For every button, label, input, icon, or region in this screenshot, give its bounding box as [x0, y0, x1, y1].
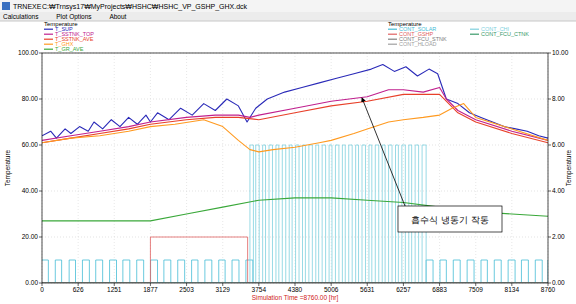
tick-mark — [39, 283, 42, 284]
x-tick-label: 3754 — [252, 286, 267, 293]
annotation-text: 흡수식 냉동기 작동 — [411, 215, 489, 225]
y2-axis-label: Temperature — [565, 149, 573, 186]
series-line — [42, 65, 548, 139]
legend-swatch — [470, 29, 479, 30]
y-tick-label: 20.00 — [22, 233, 39, 240]
menu-item[interactable]: Plot Options — [56, 13, 92, 21]
x-tick-label: 8134 — [505, 286, 520, 293]
grid-line — [78, 53, 79, 283]
y2-tick-label: 6.00 — [552, 141, 565, 148]
legend-swatch — [470, 34, 479, 35]
legend-entry: CONT_HLOAD — [399, 41, 437, 47]
y-axis-label: Temperature — [4, 149, 12, 186]
y-tick-label: 100.00 — [18, 49, 38, 56]
screen: TRNEXEC:₩Trnsys17₩MyProjects₩HSHC₩HSHC_V… — [0, 0, 576, 304]
legend-swatch — [44, 34, 53, 35]
tick-mark — [548, 237, 551, 238]
legend-entry: CONT_FCU_CTNK — [481, 31, 529, 37]
y-tick-label: 40.00 — [22, 187, 39, 194]
x-tick-label: 3129 — [216, 286, 231, 293]
x-tick-label: 4380 — [288, 286, 303, 293]
plot-frame — [42, 53, 548, 283]
annotation-box — [398, 206, 502, 232]
tick-mark — [39, 53, 42, 54]
x-tick-label: 8760 — [541, 286, 556, 293]
series-line — [42, 237, 548, 283]
legend-swatch — [44, 29, 53, 30]
legend-swatch — [44, 39, 53, 40]
y2-tick-label: 4.00 — [552, 187, 565, 194]
tick-mark — [39, 99, 42, 100]
menu-divider — [0, 21, 576, 22]
window-path: C:₩Trnsys17₩MyProjects₩HSHC₩HSHC_VP_GSHP… — [42, 3, 248, 11]
grid-line — [42, 145, 548, 146]
legend-swatch — [388, 39, 397, 40]
y-tick-label: 0.00 — [25, 279, 38, 286]
series-line — [42, 145, 548, 283]
grid-line — [222, 53, 223, 283]
app-icon — [2, 2, 10, 10]
grid-line — [403, 53, 404, 283]
grid-line — [511, 53, 512, 283]
title-bar — [0, 0, 576, 12]
menu-bar — [0, 12, 576, 21]
tick-mark — [39, 191, 42, 192]
x-tick-label: 1877 — [143, 286, 158, 293]
grid-line — [475, 53, 476, 283]
x-tick-label: 5631 — [360, 286, 375, 293]
x-tick-label: 6883 — [432, 286, 447, 293]
x-tick-label: 0 — [40, 286, 44, 293]
menu-item[interactable]: Calculations — [3, 13, 39, 20]
legend-swatch — [44, 44, 53, 45]
legend-swatch — [388, 29, 397, 30]
tick-mark — [39, 145, 42, 146]
grid-line — [331, 53, 332, 283]
grid-line — [114, 53, 115, 283]
x-tick-label: 1251 — [107, 286, 122, 293]
tick-mark — [548, 99, 551, 100]
legend-swatch — [388, 44, 397, 45]
series-line — [42, 94, 548, 142]
grid-line — [367, 53, 368, 283]
y-tick-label: 60.00 — [22, 141, 39, 148]
tick-mark — [548, 283, 551, 284]
tick-mark — [548, 191, 551, 192]
x-tick-label: 626 — [73, 286, 84, 293]
grid-line — [186, 53, 187, 283]
y2-tick-label: 8.00 — [552, 95, 565, 102]
y2-tick-label: 10.00 — [552, 49, 569, 56]
y2-tick-label: 2.00 — [552, 233, 565, 240]
tick-mark — [548, 145, 551, 146]
legend-swatch — [388, 34, 397, 35]
tick-mark — [548, 53, 551, 54]
window-title: TRNEXE — [13, 3, 42, 10]
x-tick-label: 2503 — [179, 286, 194, 293]
legend-swatch — [44, 49, 53, 50]
x-tick-label: 6257 — [396, 286, 411, 293]
x-tick-label: 5006 — [324, 286, 339, 293]
series-line — [42, 260, 548, 283]
x-axis-label: Simulation Time =8760.00 [hr] — [252, 294, 339, 302]
menu-item[interactable]: About — [109, 13, 126, 20]
tick-mark — [39, 237, 42, 238]
legend-entry: T_GR_AVE — [55, 46, 84, 52]
x-tick-label: 7509 — [469, 286, 484, 293]
annotation-arrow — [362, 98, 405, 206]
series-line — [42, 104, 548, 152]
series-group — [42, 65, 548, 284]
y-tick-label: 80.00 — [22, 95, 39, 102]
grid — [42, 53, 548, 283]
